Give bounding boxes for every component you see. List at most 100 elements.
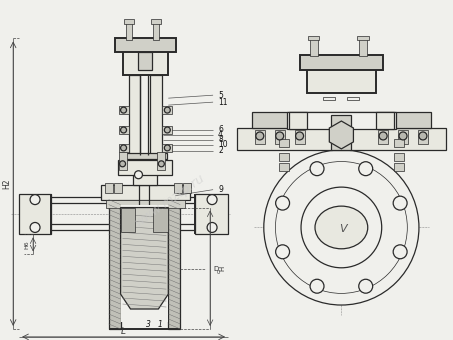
Bar [237,128,446,150]
Bar [252,112,431,128]
Circle shape [256,132,264,140]
Circle shape [120,107,126,113]
Bar [114,183,121,193]
Circle shape [296,132,304,140]
Text: 1: 1 [158,320,163,329]
Bar [119,106,129,114]
Bar [125,21,131,40]
Circle shape [120,127,126,133]
Bar [150,75,162,155]
Bar [287,112,396,129]
Polygon shape [169,197,180,329]
Bar [119,126,129,134]
Circle shape [164,145,170,151]
Bar [157,152,165,170]
Bar [183,183,191,193]
Text: 6: 6 [218,125,223,135]
Circle shape [275,196,289,210]
Circle shape [164,127,170,133]
Text: V: V [340,224,347,235]
Bar [275,130,284,144]
Circle shape [359,162,373,176]
Circle shape [419,132,427,140]
Bar [279,163,289,171]
Bar [162,106,172,114]
Circle shape [164,107,170,113]
Polygon shape [109,197,120,329]
Bar [118,160,172,175]
Bar [120,207,135,233]
Text: H: H [219,266,225,271]
Bar [299,55,383,70]
Bar [139,52,152,70]
Bar [151,19,161,23]
Bar [101,185,190,200]
Bar [133,155,157,185]
Circle shape [310,279,324,293]
Text: 2: 2 [218,147,223,155]
Polygon shape [329,121,353,149]
Bar [124,19,134,23]
Text: 11: 11 [218,98,227,107]
Bar [162,144,172,152]
Bar [376,112,394,129]
Bar [359,38,367,56]
Text: 4: 4 [218,131,223,139]
Ellipse shape [315,206,368,249]
Bar [289,112,307,129]
Bar [307,68,376,93]
Circle shape [393,245,407,259]
Bar [115,38,176,52]
Bar [162,126,172,134]
Circle shape [359,279,373,293]
Bar [332,115,352,150]
Bar [418,130,428,144]
Circle shape [393,196,407,210]
Circle shape [135,171,142,179]
Text: H2: H2 [3,178,12,189]
Circle shape [207,222,217,233]
Circle shape [379,132,387,140]
Bar [394,153,404,161]
Circle shape [207,194,217,205]
Bar [129,75,140,155]
Circle shape [275,162,407,293]
Circle shape [264,150,419,305]
Bar [308,35,319,40]
Circle shape [275,245,289,259]
Bar [309,38,318,56]
Circle shape [120,161,125,167]
Text: H6: H6 [24,240,29,249]
Bar [105,183,113,193]
Bar [119,144,129,152]
Text: 8: 8 [218,135,223,144]
Circle shape [30,222,40,233]
Text: L: L [121,327,126,336]
Circle shape [276,132,284,140]
Bar [120,205,169,322]
Bar [255,130,265,144]
Text: 3: 3 [146,320,151,329]
Bar [279,139,289,147]
Text: 9: 9 [218,185,223,194]
Bar [124,153,167,159]
Circle shape [301,187,382,268]
Text: D: D [213,266,218,272]
Bar [119,152,126,170]
Bar [398,130,408,144]
Text: 0: 0 [217,270,220,275]
Text: www.mztp.ru: www.mztp.ru [133,171,208,228]
Bar [378,130,388,144]
Bar [357,35,369,40]
Bar [106,200,185,207]
Bar [174,183,182,193]
Bar [394,163,404,171]
Circle shape [159,161,164,167]
Bar [323,97,335,100]
Bar [195,194,228,234]
Bar [279,153,289,161]
Bar [394,139,404,147]
Bar [347,97,359,100]
Polygon shape [120,207,169,309]
Text: 10: 10 [218,140,228,149]
